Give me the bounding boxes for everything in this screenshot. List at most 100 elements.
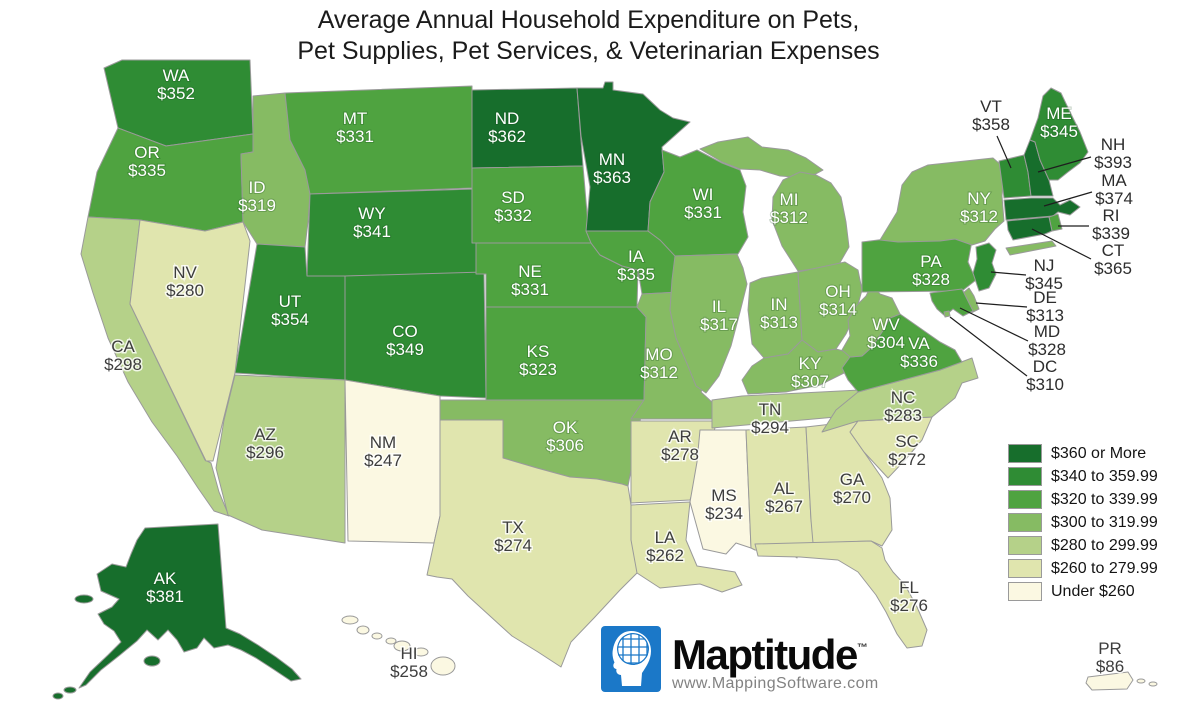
state-SC[interactable] — [849, 416, 933, 479]
state-value-HI: $258 — [390, 662, 428, 681]
state-KS[interactable] — [485, 306, 647, 401]
state-AK-island[interactable] — [74, 594, 94, 604]
state-AK-island[interactable] — [52, 692, 64, 700]
state-abbr-MI: MI — [780, 190, 799, 209]
state-FL[interactable] — [754, 540, 928, 649]
state-value-DE: $313 — [1026, 306, 1064, 325]
state-ME[interactable] — [1029, 87, 1089, 181]
state-WI[interactable] — [647, 149, 749, 257]
state-PR-island[interactable] — [1136, 678, 1146, 684]
state-value-WV: $304 — [867, 333, 905, 352]
state-KY[interactable] — [741, 339, 863, 395]
state-abbr-TX: TX — [502, 518, 524, 537]
state-MN[interactable] — [576, 81, 691, 232]
state-abbr-AK: AK — [154, 569, 177, 588]
maptitude-logo: Maptitude™ www.MappingSoftware.com — [601, 626, 879, 693]
state-NY[interactable] — [879, 157, 1005, 246]
legend-swatch — [1008, 513, 1042, 532]
state-AK[interactable] — [78, 523, 302, 689]
legend-label: $300 to 319.99 — [1051, 513, 1158, 531]
state-TX[interactable] — [426, 419, 639, 668]
state-HI-island[interactable] — [341, 615, 359, 625]
state-abbr-NH: NH — [1101, 135, 1126, 154]
state-abbr-AZ: AZ — [254, 425, 276, 444]
callout-line-MD — [959, 307, 1029, 342]
state-abbr-NV: NV — [173, 263, 197, 282]
state-value-ID: $319 — [238, 196, 276, 215]
state-HI-island[interactable] — [356, 625, 370, 635]
state-value-NC: $283 — [884, 406, 922, 425]
state-SD[interactable] — [471, 165, 592, 244]
state-HI-island[interactable] — [393, 640, 411, 652]
legend-label: Under $260 — [1051, 582, 1135, 600]
state-value-CO: $349 — [386, 340, 424, 359]
state-IL[interactable] — [669, 253, 748, 394]
legend-swatch — [1008, 536, 1042, 555]
state-PR[interactable] — [1085, 671, 1134, 691]
state-value-TX: $274 — [494, 536, 532, 555]
callout-line-MA — [1043, 191, 1093, 207]
state-value-FL: $276 — [890, 596, 928, 615]
state-MA[interactable] — [1003, 197, 1081, 221]
state-abbr-KS: KS — [527, 342, 550, 361]
logo-text-block: Maptitude™ www.MappingSoftware.com — [672, 626, 879, 693]
state-abbr-AR: AR — [668, 427, 692, 446]
callout-line-DE — [975, 302, 1028, 308]
state-WV[interactable] — [841, 283, 901, 358]
legend-label: $340 to 359.99 — [1051, 467, 1158, 485]
state-value-MA: $374 — [1095, 189, 1133, 208]
state-abbr-DE: DE — [1033, 288, 1057, 307]
state-abbr-TN: TN — [759, 400, 782, 419]
state-abbr-WY: WY — [358, 204, 385, 223]
legend-item-7: Under $260 — [1008, 582, 1158, 601]
state-NJ[interactable] — [972, 242, 997, 292]
state-value-MO: $312 — [640, 363, 678, 382]
state-HI-island[interactable] — [371, 632, 383, 640]
state-value-ME: $345 — [1040, 122, 1078, 141]
state-abbr-MS: MS — [711, 486, 737, 505]
state-HI-island[interactable] — [430, 656, 456, 676]
state-PR-island[interactable] — [1148, 681, 1158, 687]
state-abbr-NE: NE — [518, 262, 542, 281]
state-abbr-ME: ME — [1046, 104, 1072, 123]
chart-title-line1: Average Annual Household Expenditure on … — [317, 6, 860, 34]
state-AK-island[interactable] — [63, 686, 77, 694]
state-value-DC: $310 — [1026, 375, 1064, 394]
state-DC[interactable] — [943, 310, 951, 318]
legend-swatch — [1008, 444, 1042, 463]
state-abbr-WA: WA — [163, 66, 190, 85]
state-NY[interactable] — [1005, 240, 1057, 256]
state-abbr-RI: RI — [1103, 206, 1120, 225]
state-abbr-MN: MN — [599, 150, 625, 169]
callout-line-DC — [949, 316, 1028, 377]
state-abbr-LA: LA — [655, 528, 676, 547]
state-value-NE: $331 — [511, 280, 549, 299]
logo-brand-text: Maptitude — [672, 631, 858, 678]
state-value-NJ: $345 — [1025, 274, 1063, 293]
state-HI-island[interactable] — [413, 647, 429, 657]
state-value-MS: $234 — [705, 504, 743, 523]
state-LA[interactable] — [630, 501, 743, 593]
state-value-CA: $298 — [104, 355, 142, 374]
legend-label: $280 to 299.99 — [1051, 536, 1158, 554]
state-HI-island[interactable] — [385, 637, 397, 645]
state-value-MD: $328 — [1028, 340, 1066, 359]
state-value-ND: $362 — [488, 127, 526, 146]
state-AZ[interactable] — [215, 374, 346, 544]
legend-swatch — [1008, 467, 1042, 486]
state-MI[interactable] — [771, 171, 850, 272]
state-abbr-HI: HI — [401, 644, 418, 663]
state-AK-island[interactable] — [143, 655, 161, 667]
state-value-IA: $335 — [617, 265, 655, 284]
state-MI[interactable] — [699, 136, 824, 179]
state-CT[interactable] — [1006, 216, 1053, 241]
state-value-AR: $278 — [661, 445, 699, 464]
state-MT[interactable] — [284, 85, 473, 195]
legend-swatch — [1008, 582, 1042, 601]
state-abbr-NJ: NJ — [1034, 256, 1055, 275]
state-WY[interactable] — [306, 188, 479, 277]
state-CO[interactable] — [344, 271, 487, 399]
state-value-NV: $280 — [166, 281, 204, 300]
state-abbr-SC: SC — [895, 432, 919, 451]
